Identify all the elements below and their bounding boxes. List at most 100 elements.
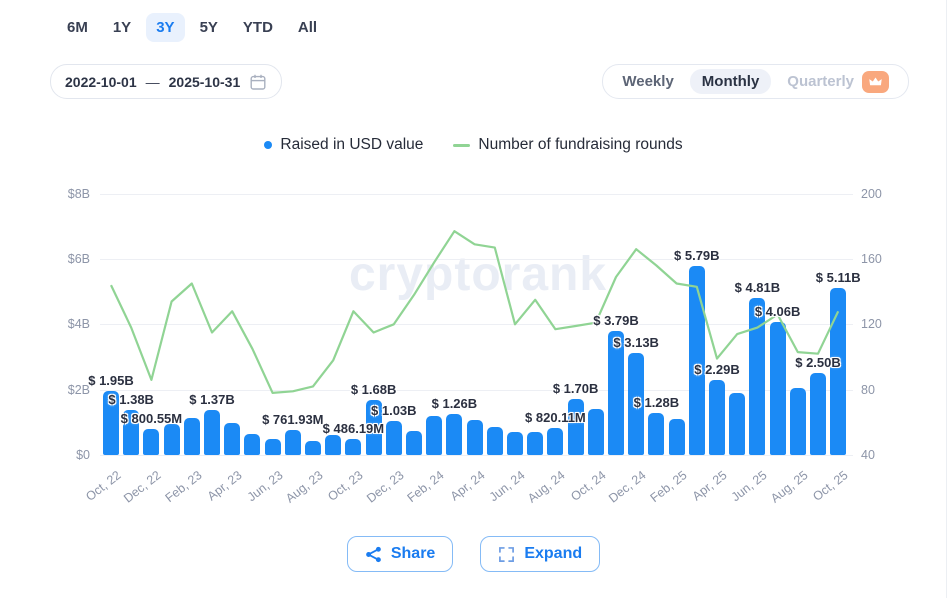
- bar-value-label: $ 2.29B: [694, 362, 740, 378]
- x-axis-tick-label: Apr, 23: [204, 468, 245, 504]
- y-axis-right-label: 200: [861, 186, 882, 201]
- usd-bar-nov-2023[interactable]: [365, 400, 382, 455]
- bar-value-label: $ 761.93M: [262, 412, 324, 428]
- usd-bar-jan-2023[interactable]: [163, 424, 180, 455]
- gridline: [100, 324, 853, 326]
- usd-bar-feb-2025[interactable]: [668, 419, 685, 455]
- y-axis-left-label: $8B: [67, 186, 90, 201]
- gridline: [100, 455, 853, 456]
- usd-bar-apr-2023[interactable]: [224, 423, 241, 455]
- x-axis-tick-label: Feb, 23: [162, 468, 205, 506]
- bar-value-label: $ 4.81B: [734, 279, 781, 295]
- calendar-icon: [249, 73, 267, 91]
- timeframe-tab-5y[interactable]: 5Y: [199, 19, 218, 36]
- bar-value-label: $ 820.11M: [525, 410, 586, 426]
- date-range-start: 2022-10-01: [65, 73, 137, 90]
- usd-bar-jun-2025[interactable]: [749, 297, 766, 455]
- y-axis-right-label: 80: [861, 382, 875, 397]
- timeframe-tab-all[interactable]: All: [297, 19, 318, 36]
- usd-bar-mar-2025[interactable]: [688, 265, 705, 455]
- timeframe-tab-3y[interactable]: 3Y: [146, 13, 185, 42]
- bar-value-label: $ 5.11B: [815, 270, 861, 286]
- usd-bar-oct-2023[interactable]: [345, 439, 362, 455]
- usd-bar-jul-2023[interactable]: [284, 430, 301, 455]
- legend-item-rounds[interactable]: Number of fundraising rounds: [453, 136, 683, 154]
- usd-bar-feb-2024[interactable]: [426, 415, 443, 455]
- bar-value-label: $ 800.55M: [120, 410, 183, 426]
- interval-option-quarterly[interactable]: Quarterly: [775, 67, 901, 97]
- bar-value-label: $ 1.95B: [88, 373, 134, 389]
- y-axis-left-label: $6B: [67, 252, 90, 266]
- usd-bar-jul-2024[interactable]: [527, 431, 544, 455]
- x-axis-tick-label: Dec, 23: [363, 468, 407, 506]
- x-axis-tick-label: Oct, 22: [83, 468, 124, 504]
- y-axis-left-label: $2B: [67, 382, 90, 397]
- usd-bar-dec-2023[interactable]: [385, 421, 402, 455]
- gridline: [100, 193, 853, 195]
- usd-bar-aug-2025[interactable]: [789, 388, 806, 455]
- x-axis-tick-label: Aug, 23: [283, 468, 326, 506]
- usd-bar-mar-2023[interactable]: [204, 410, 220, 455]
- usd-bar-jun-2023[interactable]: [264, 439, 281, 455]
- chart-actions: Share Expand: [0, 536, 947, 572]
- date-range-picker[interactable]: 2022-10-01 — 2025-10-31: [50, 64, 283, 99]
- bar-value-label: $ 2.50B: [795, 355, 841, 371]
- bar-value-label: $ 1.03B: [371, 403, 417, 419]
- x-axis-tick-label: Dec, 22: [121, 468, 165, 506]
- y-axis-left-label: $4B: [67, 317, 90, 332]
- share-button[interactable]: Share: [346, 536, 454, 572]
- usd-bar-jan-2024[interactable]: [406, 431, 422, 455]
- y-axis-right-label: 120: [861, 317, 882, 332]
- interval-option-weekly[interactable]: Weekly: [622, 73, 674, 90]
- y-axis-left-label: $0: [76, 448, 90, 462]
- watermark: cryptorank: [348, 248, 608, 301]
- gridline: [100, 389, 853, 391]
- usd-bar-apr-2025[interactable]: [709, 380, 725, 455]
- x-axis-tick-label: Dec, 24: [606, 468, 649, 506]
- legend-label: Raised in USD value: [280, 136, 424, 153]
- usd-bar-sep-2023[interactable]: [325, 434, 342, 455]
- bar-value-label: $ 1.26B: [431, 395, 478, 411]
- usd-bar-aug-2023[interactable]: [305, 440, 321, 455]
- legend-dot-icon: [264, 141, 273, 149]
- interval-toggle: Weekly Monthly Quarterly: [602, 64, 909, 99]
- x-axis-tick-label: Jun, 24: [486, 468, 528, 505]
- usd-bar-may-2023[interactable]: [244, 433, 261, 455]
- legend-item-raised-usd[interactable]: Raised in USD value: [264, 136, 423, 154]
- usd-bar-sep-2025[interactable]: [810, 373, 826, 455]
- usd-bar-dec-2022[interactable]: [143, 428, 160, 455]
- usd-bar-jun-2024[interactable]: [507, 431, 523, 455]
- timeframe-tab-ytd[interactable]: YTD: [242, 19, 273, 36]
- usd-bar-sep-2024[interactable]: [567, 399, 584, 455]
- x-axis-tick-label: Oct, 24: [568, 468, 609, 504]
- usd-bar-oct-2022[interactable]: [103, 391, 119, 455]
- usd-bar-aug-2024[interactable]: [547, 428, 564, 455]
- usd-bar-apr-2024[interactable]: [466, 420, 483, 455]
- bar-value-label: $ 1.28B: [633, 395, 680, 411]
- bar-value-label: $ 1.38B: [108, 391, 154, 407]
- usd-bar-nov-2022[interactable]: [123, 409, 140, 455]
- timeframe-tab-6m[interactable]: 6M: [67, 19, 88, 36]
- bar-value-label: $ 1.37B: [189, 392, 235, 408]
- usd-bar-oct-2024[interactable]: [587, 409, 604, 455]
- usd-bar-jan-2025[interactable]: [648, 413, 665, 455]
- x-axis-tick-label: Apr, 24: [447, 468, 488, 504]
- usd-bar-jul-2025[interactable]: [769, 322, 786, 455]
- timeframe-tab-1y[interactable]: 1Y: [112, 19, 132, 36]
- x-axis-tick-label: Aug, 24: [525, 468, 569, 506]
- x-axis-tick-label: Oct, 25: [810, 468, 851, 504]
- expand-button[interactable]: Expand: [480, 536, 601, 572]
- usd-bar-may-2024[interactable]: [486, 426, 503, 455]
- x-axis-tick-label: Oct, 23: [325, 468, 367, 504]
- usd-bar-feb-2023[interactable]: [183, 418, 200, 455]
- x-axis-tick-label: Feb, 25: [647, 468, 690, 506]
- bar-value-label: $ 5.79B: [674, 247, 720, 263]
- usd-bar-oct-2025[interactable]: [830, 288, 847, 455]
- interval-option-monthly[interactable]: Monthly: [689, 69, 772, 94]
- usd-bar-nov-2024[interactable]: [608, 331, 624, 455]
- share-icon: [365, 546, 382, 563]
- usd-bar-mar-2024[interactable]: [446, 413, 463, 455]
- bar-value-label: $ 1.70B: [552, 381, 599, 397]
- usd-bar-may-2025[interactable]: [729, 392, 746, 455]
